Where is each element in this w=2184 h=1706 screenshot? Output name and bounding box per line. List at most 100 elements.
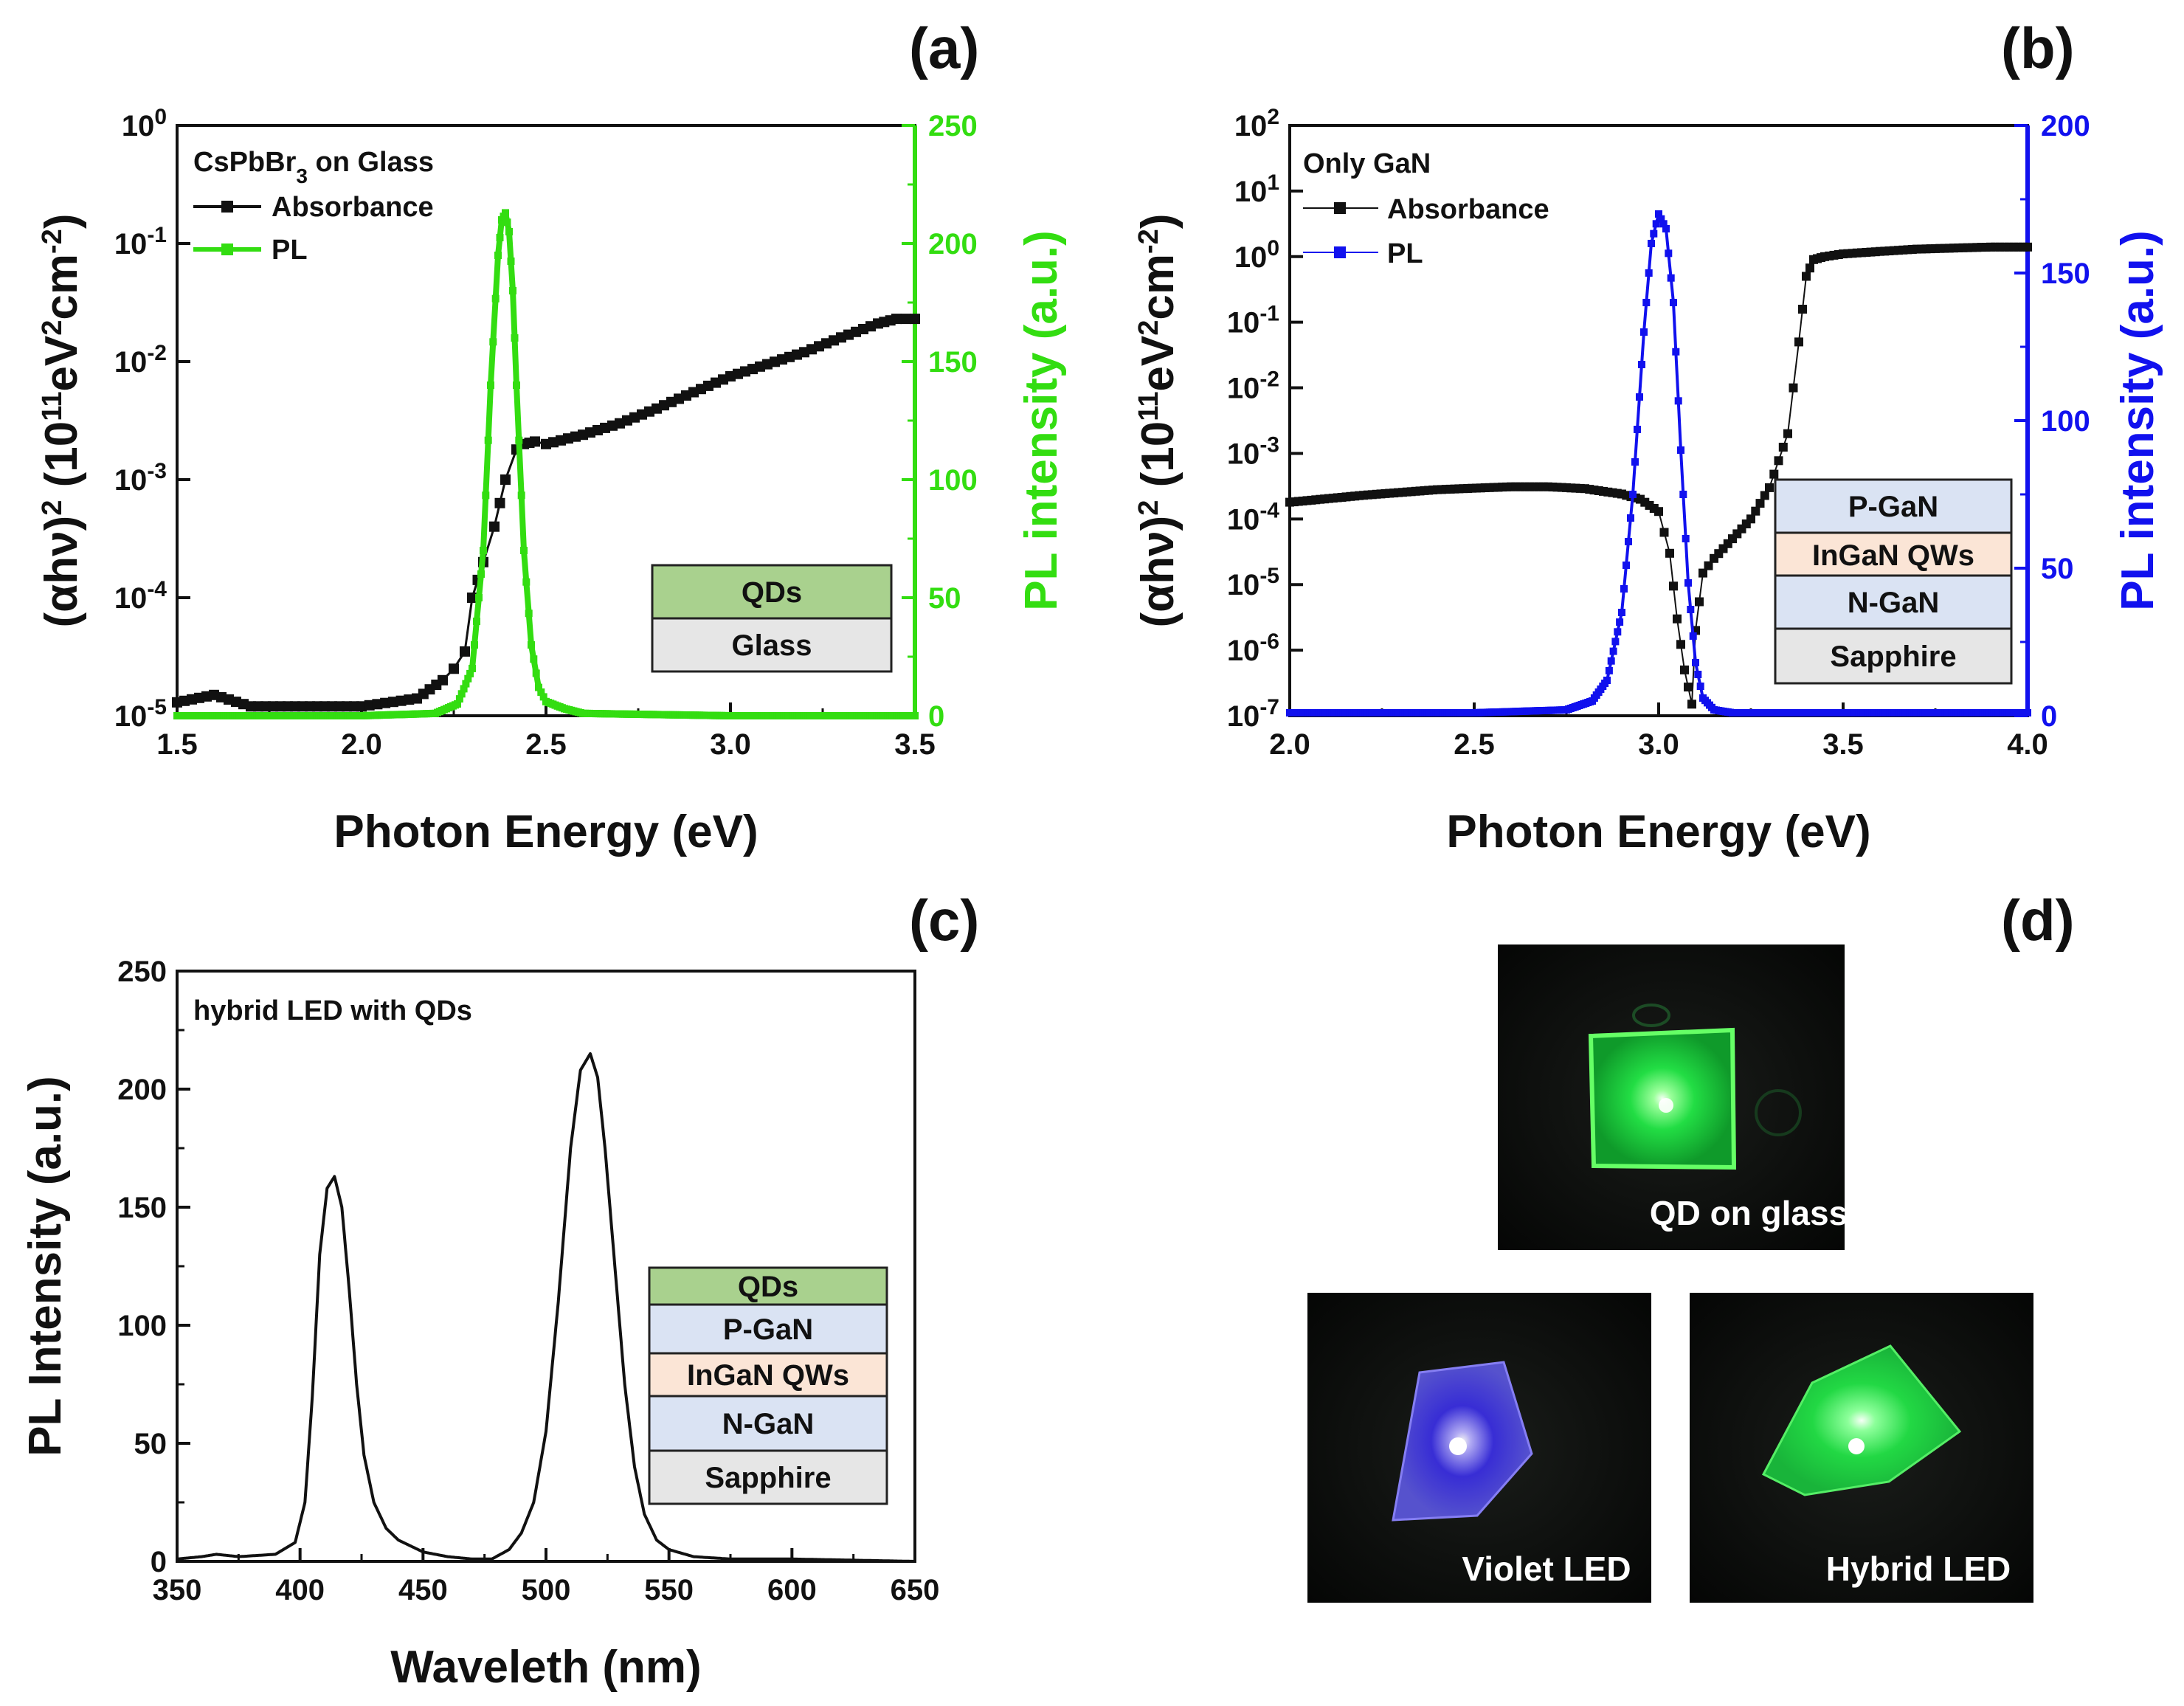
absorbance-marker xyxy=(910,314,920,325)
absorbance-marker xyxy=(467,593,477,603)
panel-c-y-axis-title: PL Intensity (a.u.) xyxy=(20,1076,71,1457)
stack-c-ngan-label: N-GaN xyxy=(722,1408,814,1440)
pl-marker xyxy=(457,690,466,698)
y-tick-label: 150 xyxy=(928,346,978,379)
photo-hybrid-led: Hybrid LED xyxy=(1690,1293,2033,1603)
pl-marker xyxy=(496,234,504,241)
absorbance-marker xyxy=(489,521,500,532)
pl-marker xyxy=(911,712,919,719)
pl-marker xyxy=(1625,538,1632,545)
panel-b-legend: Only GaN Absorbance PL xyxy=(1303,148,1549,269)
stack-c-sapphire-label: Sapphire xyxy=(705,1462,831,1494)
panel-b-legend-pl-marker xyxy=(1334,246,1346,258)
x-tick-label: 2.0 xyxy=(341,728,382,761)
absorbance-marker xyxy=(1755,499,1765,508)
absorbance-marker xyxy=(364,700,375,711)
panel-b-left-axis-title: (αhν)2 (1011eV2cm-2) xyxy=(1133,214,1183,628)
pl-marker xyxy=(1682,535,1690,542)
absorbance-marker xyxy=(500,474,511,485)
y-tick-label: 10-2 xyxy=(114,341,167,379)
photo-qd-on-glass-caption: QD on glass xyxy=(1650,1194,1848,1232)
panel-a-legend-pl-marker xyxy=(221,244,233,255)
y-tick-label: 10-1 xyxy=(114,223,167,261)
x-tick-label: 350 xyxy=(153,1574,202,1606)
stack-b-ngan-label: N-GaN xyxy=(1848,587,1939,619)
y-tick-label: 10-5 xyxy=(1227,564,1279,602)
y-tick-label: 100 xyxy=(2041,405,2090,438)
stack-b-sapphire-label: Sapphire xyxy=(1830,640,1956,673)
pl-marker xyxy=(1605,666,1613,674)
pl-marker xyxy=(494,252,502,259)
y-tick-label: 100 xyxy=(1234,235,1279,274)
panel-a-legend-absorbance-label: Absorbance xyxy=(272,192,434,223)
panel-a-legend: CsPbBr3 on Glass Absorbance PL xyxy=(193,147,434,266)
y-tick-label: 0 xyxy=(151,1546,167,1578)
pl-marker xyxy=(503,218,511,227)
pl-marker xyxy=(469,665,476,672)
pl-marker xyxy=(480,547,487,554)
x-tick-label: 500 xyxy=(522,1574,571,1606)
panel-c-legend-title: hybrid LED with QDs xyxy=(193,995,472,1026)
pl-marker xyxy=(487,381,494,389)
panel-b-legend-absorbance-marker xyxy=(1334,202,1346,214)
y-tick-label: 250 xyxy=(117,956,167,988)
x-tick-label: 550 xyxy=(644,1574,694,1606)
pl-marker xyxy=(1672,348,1680,356)
pl-marker xyxy=(517,491,525,500)
y-tick-label: 50 xyxy=(134,1428,167,1460)
pl-marker xyxy=(1687,606,1695,613)
x-tick-label: 3.0 xyxy=(1638,728,1679,761)
y-tick-label: 100 xyxy=(122,105,167,143)
absorbance-marker xyxy=(460,646,470,657)
panel-d: (d) QD on glass Violet LED Hybrid LED xyxy=(1307,888,2075,1603)
stack-a-qds-label: QDs xyxy=(742,576,802,609)
pl-marker xyxy=(1677,446,1684,454)
y-tick-label: 50 xyxy=(2041,553,2074,585)
panel-a-legend-pl-label: PL xyxy=(272,235,308,266)
pl-marker xyxy=(460,685,468,693)
panel-b-right-axis: 200 150 100 50 0 xyxy=(2014,110,2090,733)
absorbance-marker xyxy=(494,497,505,508)
y-tick-label: 150 xyxy=(117,1192,167,1224)
pl-marker xyxy=(1623,562,1630,569)
absorbance-marker xyxy=(1769,469,1779,479)
qd-glass-plate xyxy=(1588,1027,1737,1170)
absorbance-marker xyxy=(1684,683,1693,692)
absorbance-marker xyxy=(1794,337,1803,347)
photo-violet-led-caption: Violet LED xyxy=(1462,1550,1631,1588)
absorbance-marker xyxy=(1760,491,1769,500)
y-tick-label: 10-3 xyxy=(1227,432,1279,471)
pl-marker xyxy=(511,334,519,342)
y-tick-label: 102 xyxy=(1234,105,1279,143)
pl-marker xyxy=(520,547,528,554)
panel-a-right-axis: 250 200 150 100 50 0 xyxy=(902,110,978,733)
pl-marker xyxy=(484,436,492,444)
pl-marker xyxy=(1692,659,1699,666)
stack-b-sapphire-layer xyxy=(1774,627,2013,685)
pl-marker xyxy=(1607,657,1615,665)
pl-marker xyxy=(1679,491,1687,498)
panel-b-left-axis: 102 101 100 10-1 10-2 10-3 10-4 10-5 10-6 10-7 xyxy=(1227,105,1303,733)
pl-marker xyxy=(473,618,480,625)
absorbance-marker xyxy=(1654,507,1663,517)
pl-marker xyxy=(454,700,461,708)
absorbance-marker xyxy=(1665,548,1674,558)
pl-marker xyxy=(1618,609,1625,616)
x-tick-label: 450 xyxy=(398,1574,448,1606)
pl-marker xyxy=(1603,677,1611,684)
panel-c-x-axis: 350 400 450 500 550 600 650 xyxy=(153,1548,939,1606)
panel-a-series xyxy=(172,209,920,719)
panel-a-legend-title: CsPbBr3 on Glass xyxy=(193,147,434,187)
hybrid-led-wafer xyxy=(1761,1344,1962,1496)
stack-a-glass-layer xyxy=(651,617,893,673)
absorbance-marker xyxy=(1695,597,1704,607)
pl-marker xyxy=(477,570,485,578)
panel-a-x-axis-title: Photon Energy (eV) xyxy=(334,807,758,857)
stack-a-qds-layer xyxy=(651,564,893,620)
absorbance-marker xyxy=(387,697,398,708)
y-tick-label: 200 xyxy=(928,228,978,260)
panel-a-right-axis-title: PL intensity (a.u.) xyxy=(1016,230,1067,611)
y-tick-label: 10-3 xyxy=(114,459,167,497)
pl-marker xyxy=(522,578,531,586)
x-tick-label: 600 xyxy=(767,1574,817,1606)
